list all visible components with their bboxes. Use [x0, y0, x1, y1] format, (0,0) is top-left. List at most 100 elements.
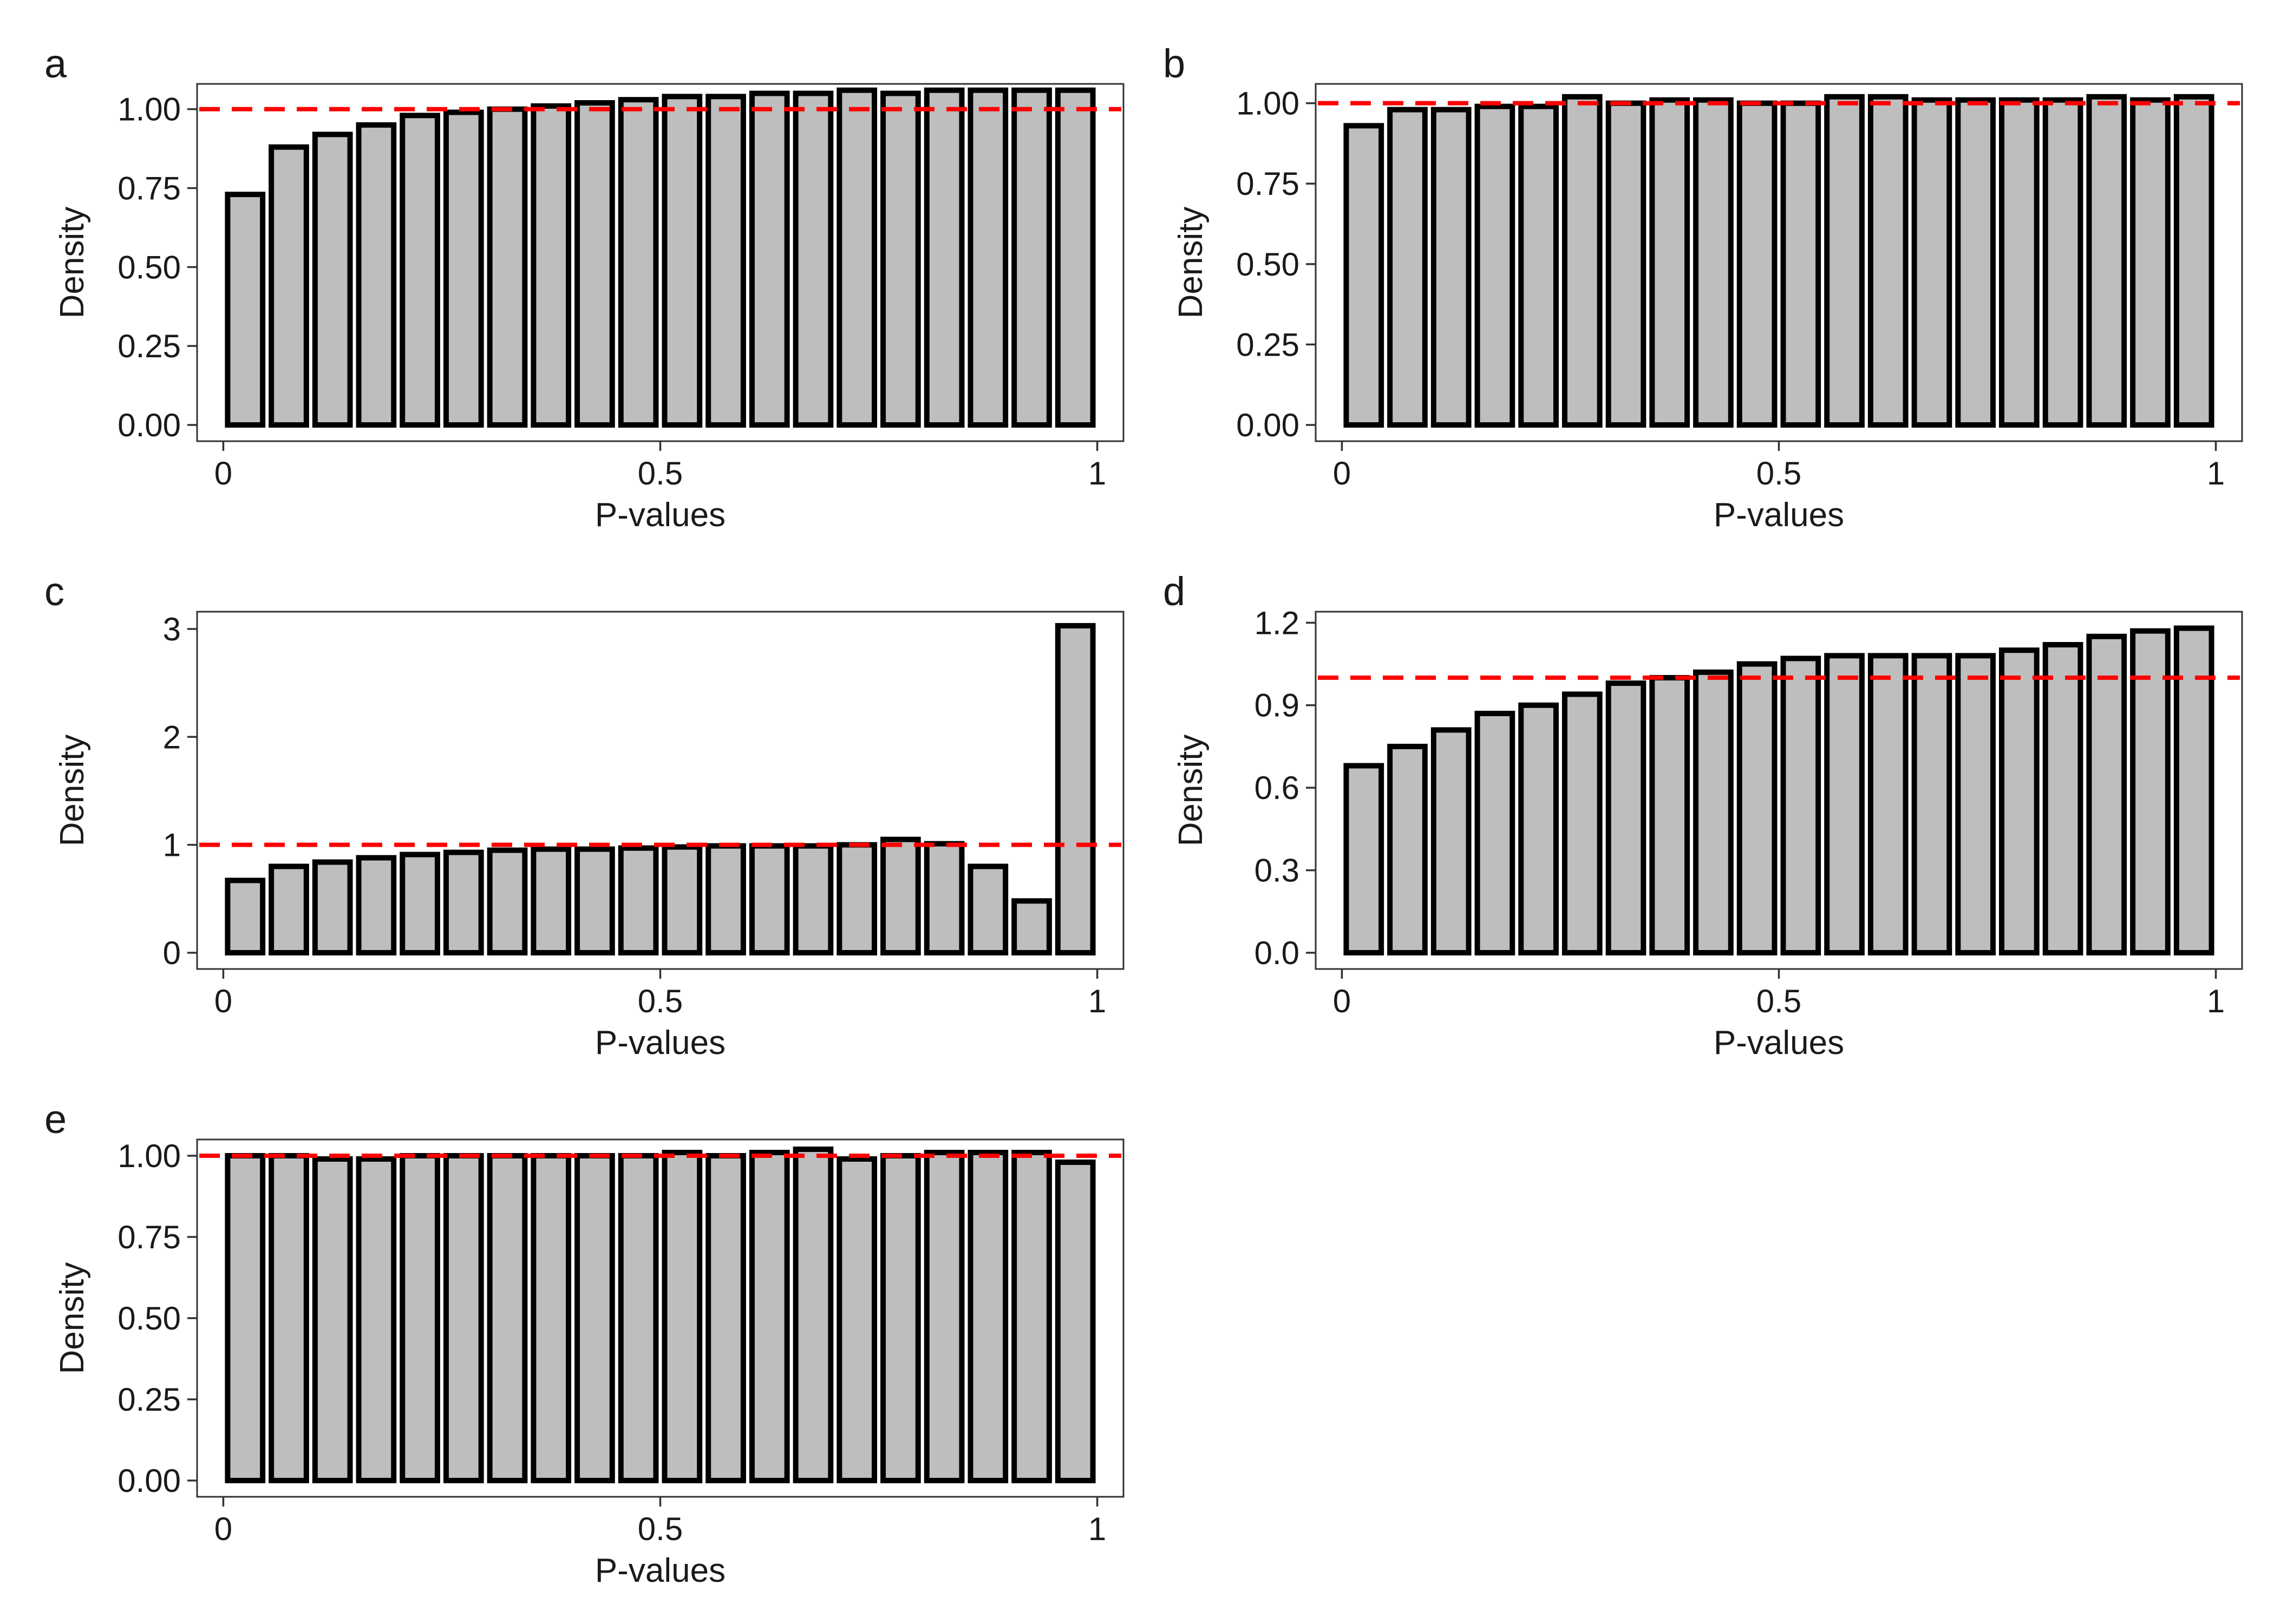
x-tick-label: 0.5 — [638, 983, 683, 1019]
panel-d: d 0.0 0.3 0.6 0.9 1.2 0 0.5 1 P-values Density — [1163, 569, 2243, 1062]
histogram-bar — [1999, 647, 2040, 955]
y-tick-label: 0 — [163, 935, 181, 971]
histogram-bar — [1561, 691, 1603, 955]
histogram-bar — [1518, 702, 1559, 955]
histogram-bar — [487, 106, 528, 428]
histogram-bar — [705, 94, 746, 428]
histogram-bar — [618, 845, 659, 955]
panel-a: a 0.00 0.25 0.50 0.75 1.00 0 0.5 1 P-values Densit… — [44, 41, 1125, 534]
histogram-bar — [1780, 656, 1821, 955]
histogram-bar — [924, 87, 965, 428]
histogram-bar — [443, 109, 484, 428]
histogram-bar — [968, 87, 1009, 428]
histogram-bar — [924, 841, 965, 956]
histogram-bar — [443, 849, 484, 956]
y-tick-label: 3 — [163, 611, 181, 647]
histogram-bar — [1055, 1160, 1096, 1483]
histogram-bar — [269, 1153, 309, 1483]
y-tick-label: 0.25 — [117, 1381, 181, 1418]
histogram-bar — [1605, 680, 1646, 956]
histogram-bar — [662, 1150, 703, 1483]
histogram-bar — [1693, 97, 1734, 428]
panel-b: b 0.00 0.25 0.50 0.75 1.00 0 0.5 1 P-values Densit… — [1163, 41, 2243, 534]
histogram-bar — [1911, 97, 1952, 428]
histogram-bar — [837, 1156, 878, 1483]
histogram-bar — [225, 192, 266, 428]
x-tick-label: 0 — [1333, 983, 1351, 1019]
histogram-bar — [1343, 763, 1384, 955]
x-tick-label: 0 — [214, 1511, 232, 1547]
histogram-bar — [2173, 94, 2214, 428]
histogram-bar — [1867, 94, 1909, 428]
histogram-bar — [1605, 100, 1646, 428]
x-tick-label: 1 — [1088, 983, 1106, 1019]
y-tick-label: 0.9 — [1254, 687, 1299, 724]
histogram-bar — [1387, 107, 1428, 428]
histogram-bar — [793, 843, 834, 955]
histogram-bar — [1011, 87, 1052, 428]
y-tick-label: 0.3 — [1254, 853, 1299, 889]
y-axis-title: Density — [1172, 735, 1210, 847]
histogram-bar — [1736, 100, 1778, 428]
histogram-bar — [749, 1150, 790, 1483]
histogram-bar — [1430, 727, 1472, 956]
histogram-bar — [225, 878, 266, 956]
x-tick-label: 1 — [2207, 455, 2225, 492]
x-tick-label: 1 — [1088, 1511, 1106, 1547]
y-tick-label: 0.75 — [117, 171, 181, 207]
histogram-bar — [531, 846, 572, 955]
histogram-bar — [1824, 94, 1865, 428]
y-tick-label: 1.00 — [117, 91, 181, 128]
histogram-bar — [705, 843, 746, 955]
x-tick-label: 0.5 — [638, 455, 683, 492]
histogram-bar — [1474, 103, 1515, 428]
histogram-bar — [1911, 653, 1952, 955]
histogram-bar — [662, 844, 703, 955]
histogram-bar — [662, 94, 703, 428]
y-axis-title: Density — [54, 1262, 91, 1374]
y-tick-label: 0.00 — [1236, 407, 1299, 443]
histogram-bar — [1474, 710, 1515, 956]
histogram-bar — [2042, 97, 2083, 428]
histogram-bar — [1387, 743, 1428, 956]
histogram-bar — [312, 132, 353, 428]
histogram-bar — [225, 1153, 266, 1483]
histogram-bar — [1011, 1150, 1052, 1483]
histogram-bar — [749, 843, 790, 955]
histogram-bar — [574, 1153, 615, 1483]
histogram-bar — [1561, 94, 1603, 428]
panel-c: c 0 1 2 3 0 0.5 1 P-values Density — [44, 569, 1125, 1062]
histogram-bar — [1055, 623, 1096, 955]
x-tick-label: 1 — [2207, 983, 2225, 1019]
panel-letter: c — [44, 569, 64, 614]
y-tick-label: 1.00 — [117, 1138, 181, 1174]
histogram-bar — [1343, 123, 1384, 428]
histogram-bar — [1649, 675, 1690, 955]
y-axis-title: Density — [54, 207, 91, 319]
histogram-bar — [312, 859, 353, 955]
histogram-bar — [880, 90, 921, 428]
x-axis-title: P-values — [595, 1552, 726, 1589]
histogram-bar — [1824, 653, 1865, 955]
histogram-bar — [837, 842, 878, 956]
y-tick-label: 0.6 — [1254, 770, 1299, 806]
panel-letter: b — [1163, 41, 1185, 86]
histogram-bar — [968, 863, 1009, 956]
histogram-bar — [356, 855, 397, 956]
histogram-bar — [880, 836, 921, 955]
histogram-bar — [2130, 97, 2171, 428]
y-tick-label: 0.50 — [117, 1300, 181, 1337]
x-axis-title: P-values — [595, 496, 726, 534]
histogram-bar — [1780, 100, 1821, 428]
histogram-bar — [837, 87, 878, 428]
y-axis-title: Density — [1172, 207, 1210, 319]
x-tick-label: 0 — [1333, 455, 1351, 492]
x-tick-label: 0.5 — [1756, 983, 1801, 1019]
histogram-bar — [618, 97, 659, 428]
histogram-bar — [269, 863, 309, 956]
panel-e: e 0.00 0.25 0.50 0.75 1.00 0 0.5 1 P-values Densit… — [44, 1097, 1125, 1589]
histogram-bar — [269, 144, 309, 428]
histogram-bar — [531, 1153, 572, 1483]
y-tick-label: 2 — [163, 719, 181, 755]
histogram-bar — [2042, 641, 2083, 956]
